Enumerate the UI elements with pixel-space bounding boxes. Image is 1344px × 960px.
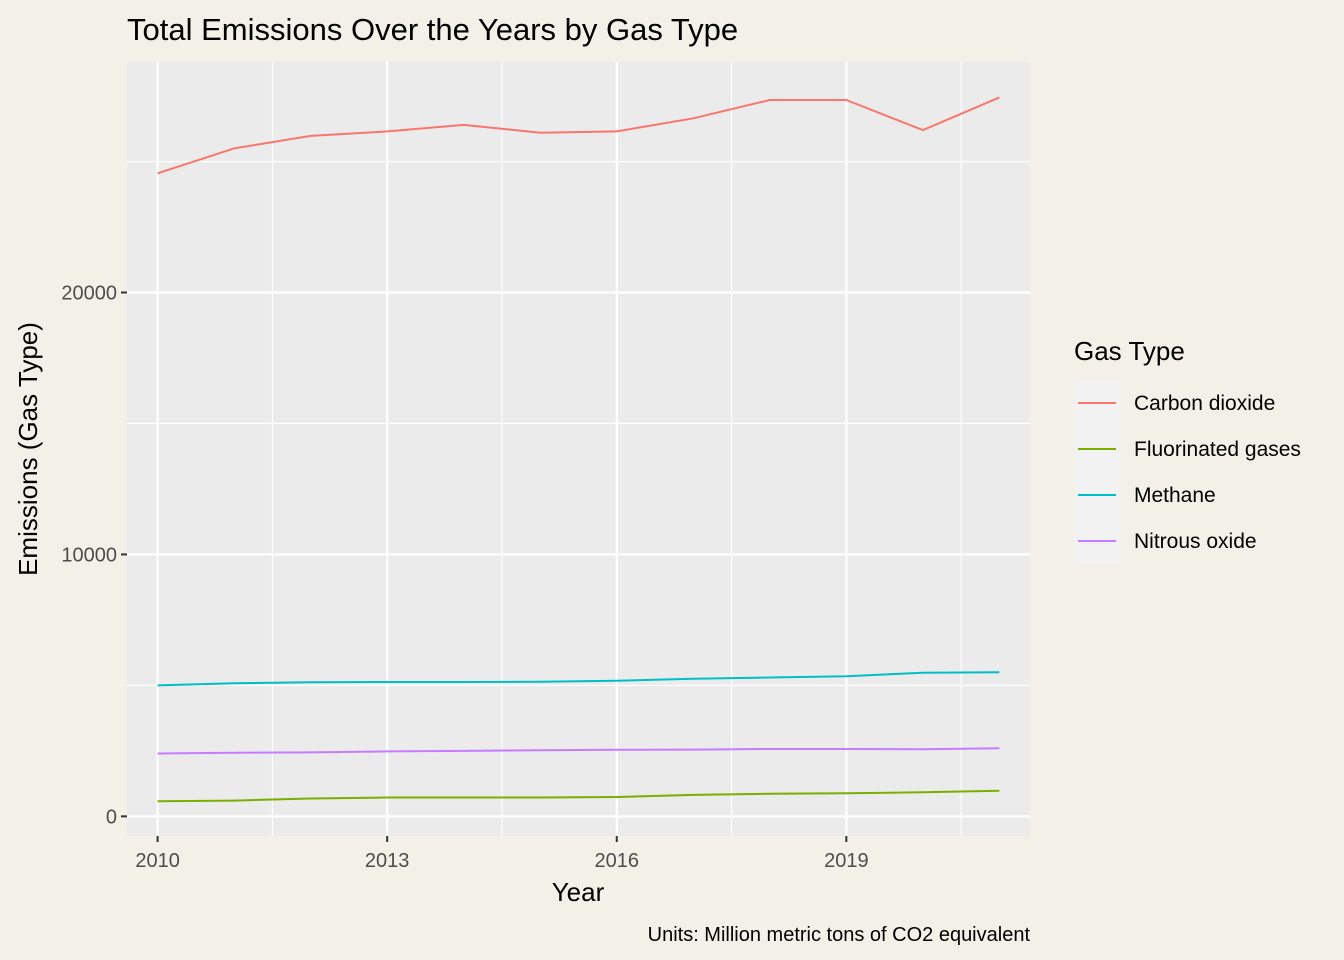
series-line-carbon-dioxide <box>157 96 1000 175</box>
grid-major <box>127 62 1030 836</box>
y-axis-title: Emissions (Gas Type) <box>13 322 43 576</box>
y-tick-label: 20000 <box>61 282 117 304</box>
legend-title: Gas Type <box>1074 336 1185 366</box>
legend-key-background <box>1074 380 1120 564</box>
plot-panel <box>127 62 1030 836</box>
y-tick-label: 10000 <box>61 544 117 566</box>
legend-label: Fluorinated gases <box>1134 438 1301 461</box>
series-lines <box>157 96 1000 803</box>
legend: Gas Type Carbon dioxide Fluorinated gases… <box>1074 336 1301 564</box>
x-axis-title: Year <box>552 877 605 907</box>
series-line-methane <box>157 671 1000 687</box>
y-axis: 0 10000 20000 <box>61 282 127 828</box>
x-tick-label: 2019 <box>824 850 869 872</box>
x-tick-label: 2010 <box>135 850 180 872</box>
x-tick-label: 2016 <box>595 850 640 872</box>
grid-minor <box>127 62 1030 836</box>
chart-caption: Units: Million metric tons of CO2 equiva… <box>648 924 1031 946</box>
legend-label: Carbon dioxide <box>1134 392 1275 415</box>
series-line-nitrous-oxide <box>157 747 1000 755</box>
legend-label: Methane <box>1134 484 1216 507</box>
chart-title: Total Emissions Over the Years by Gas Ty… <box>127 12 738 47</box>
series-line-fluorinated-gases <box>157 789 1000 803</box>
x-tick-label: 2013 <box>365 850 410 872</box>
x-axis: 2010 2013 2016 2019 <box>135 836 869 872</box>
legend-label: Nitrous oxide <box>1134 530 1257 553</box>
y-tick-label: 0 <box>106 806 117 828</box>
